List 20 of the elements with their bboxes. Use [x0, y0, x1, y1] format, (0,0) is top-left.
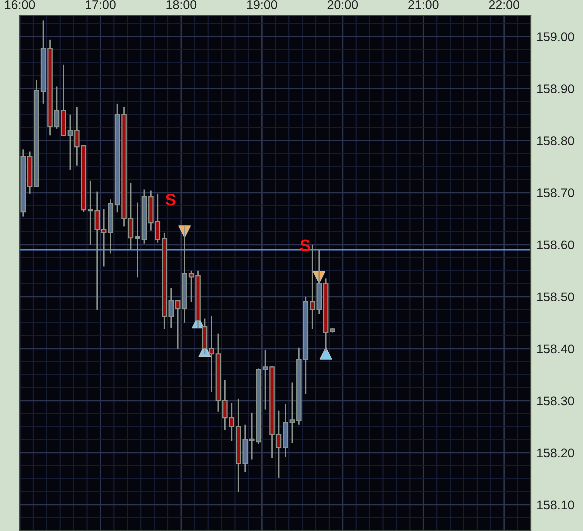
x-tick-label: 19:00	[247, 0, 278, 10]
y-tick-label: 158.20	[538, 448, 574, 458]
y-tick-label: 158.60	[538, 240, 574, 250]
x-tick-label: 22:00	[489, 0, 520, 10]
x-tick-label: 18:00	[166, 0, 197, 10]
x-tick-label: 20:00	[328, 0, 358, 10]
point	[320, 347, 332, 360]
x-tick-label: 17:00	[86, 0, 116, 10]
y-tick-label: 158.40	[538, 344, 574, 354]
y-tick-label: 158.90	[538, 84, 574, 94]
y-tick-label: 158.50	[538, 292, 574, 302]
y-tick-label: 158.70	[538, 188, 574, 198]
y-tick-label: 158.10	[538, 500, 574, 510]
y-tick-label: 158.80	[538, 136, 574, 146]
y-tick-label: 159.00	[538, 32, 574, 42]
x-tick-label: 21:00	[408, 0, 439, 10]
x-tick-label: 16:00	[5, 0, 36, 10]
y-tick-label: 158.30	[538, 396, 574, 406]
annotation: S	[300, 240, 310, 252]
annotation: S	[166, 194, 176, 206]
